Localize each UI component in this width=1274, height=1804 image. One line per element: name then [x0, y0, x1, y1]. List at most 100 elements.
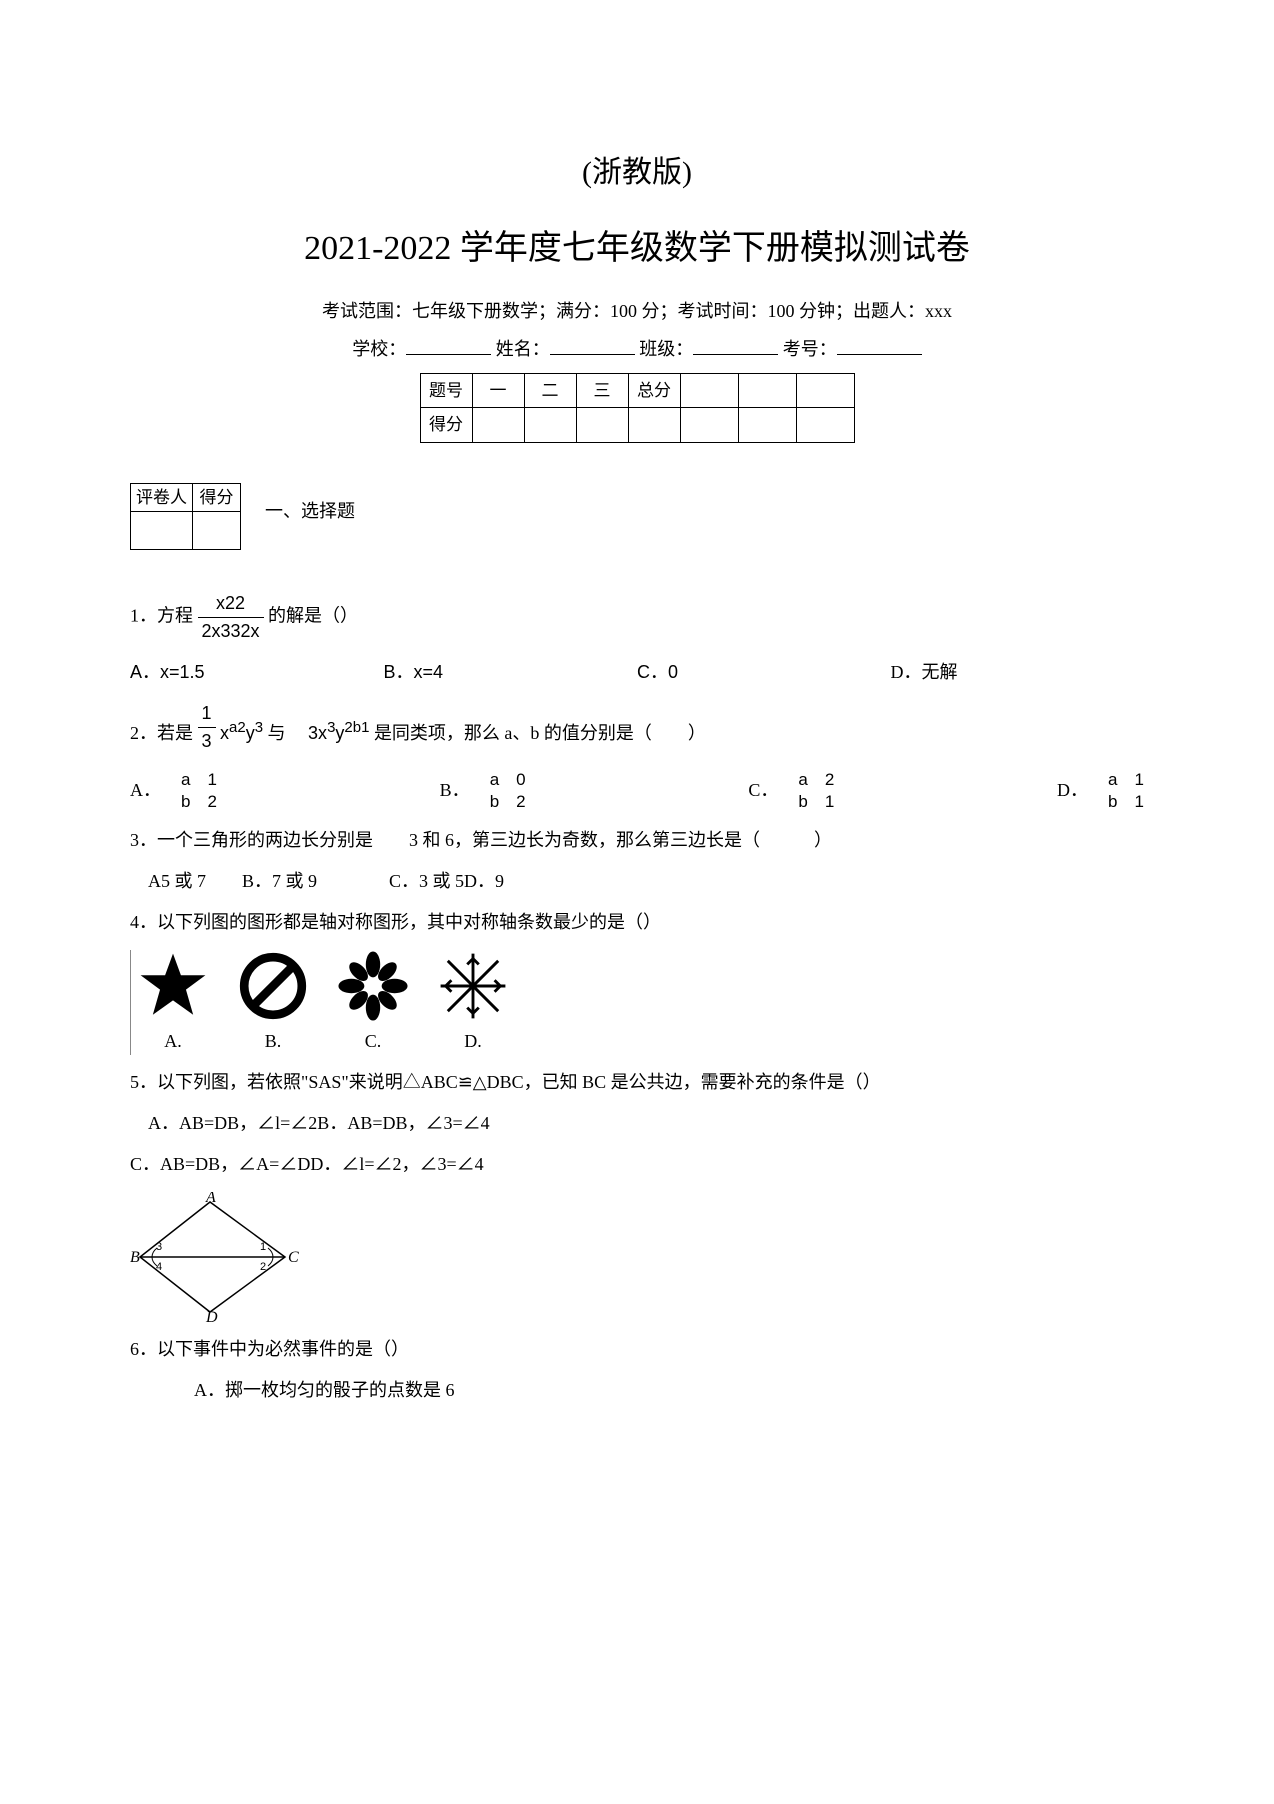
q2-a-a: a 1: [181, 769, 217, 791]
q1-options: A．x=1.5 B．x=4 C．0 D．无解: [130, 659, 1144, 686]
q2-a-b: b 2: [181, 791, 217, 813]
class-blank[interactable]: [693, 335, 778, 355]
q1-fraction: x22 2x332x: [198, 590, 264, 645]
q2-c-b: b 1: [798, 791, 834, 813]
grader-col-2: 得分: [193, 483, 241, 511]
q2-b-b: b 2: [490, 791, 526, 813]
score-cell: [524, 408, 576, 443]
q4-fig-c: C.: [337, 950, 409, 1055]
score-hdr-1: 一: [472, 373, 524, 408]
name-blank[interactable]: [550, 335, 635, 355]
school-blank[interactable]: [406, 335, 491, 355]
q1-stem-a: 1．方程: [130, 605, 193, 625]
school-label: 学校：: [352, 339, 406, 359]
examno-label: 考号：: [783, 339, 837, 359]
q2-opt-c: C． a 2 b 1: [748, 769, 834, 813]
q1-stem-b: 的解是（）: [268, 605, 358, 625]
q2-mono-2: 3x3y2b1: [290, 723, 369, 743]
q6-opt-a: A．掷一枚均匀的骰子的点数是 6: [130, 1377, 1144, 1404]
score-blank-2: [738, 373, 796, 408]
q4-d-label: D.: [464, 1028, 482, 1055]
q2-b-a: a 0: [490, 769, 526, 791]
student-info-row: 学校： 姓名： 班级： 考号：: [130, 335, 1144, 363]
grader-table: 评卷人 得分: [130, 483, 241, 550]
q1-frac-num: x22: [198, 590, 264, 618]
score-hdr-3: 三: [576, 373, 628, 408]
q4-fig-d: D.: [437, 950, 509, 1055]
q2-d-b: b 1: [1108, 791, 1144, 813]
grader-col-1: 评卷人: [131, 483, 193, 511]
q1-frac-den: 2x332x: [198, 618, 264, 645]
exam-scope: 考试范围：七年级下册数学；满分：100 分；考试时间：100 分钟；出题人：xx…: [130, 298, 1144, 325]
q4-fig-a: A.: [137, 950, 209, 1055]
section-1-row: 评卷人 得分 一、选择题: [130, 463, 1144, 560]
q2-opt-b: B． a 0 b 2: [440, 769, 526, 813]
flower-icon: [337, 950, 409, 1022]
q2-options: A． a 1 b 2 B． a 0 b 2 C． a 2 b 1 D． a 1 …: [130, 769, 1144, 813]
score-hdr-2: 二: [524, 373, 576, 408]
q4-figures: A. B. C.: [130, 950, 1144, 1055]
q5-opt-ab: A．AB=DB，∠l=∠2B．AB=DB，∠3=∠4: [130, 1110, 1144, 1137]
page-title: 2021-2022 学年度七年级数学下册模拟测试卷: [130, 223, 1144, 274]
kite-label-c: C: [288, 1249, 299, 1266]
kite-label-a: A: [205, 1192, 216, 1206]
grader-blank: [131, 511, 193, 549]
q4-b-label: B.: [265, 1028, 282, 1055]
examno-blank[interactable]: [837, 335, 922, 355]
question-3: 3．一个三角形的两边长分别是 3 和 6，第三边长为奇数，那么第三边长是（ ）: [130, 827, 1144, 854]
q2-mid: 与: [268, 723, 286, 743]
q2-opt-a: A． a 1 b 2: [130, 769, 217, 813]
q2-a-label: A．: [130, 777, 161, 804]
score-cell: [796, 408, 854, 443]
score-cell: [738, 408, 796, 443]
question-5: 5．以下列图，若依照"SAS"来说明△ABC≌△DBC，已知 BC 是公共边，需…: [130, 1069, 1144, 1096]
q4-a-label: A.: [164, 1028, 182, 1055]
q2-c-label: C．: [748, 777, 778, 804]
score-hdr-total: 总分: [628, 373, 680, 408]
kite-angle-2: 2: [260, 1261, 266, 1273]
score-blank-3: [796, 373, 854, 408]
kite-label-d: D: [205, 1309, 218, 1322]
kite-angle-3: 3: [156, 1241, 162, 1253]
question-2: 2．若是 1 3 xa2y3 与 3x3y2b1 是同类项，那么 a、b 的值分…: [130, 700, 1144, 755]
snowflake-icon: [437, 950, 509, 1022]
question-1: 1．方程 x22 2x332x 的解是（）: [130, 590, 1144, 645]
q2-fraction: 1 3: [198, 700, 216, 755]
name-label: 姓名：: [496, 339, 550, 359]
score-cell: [576, 408, 628, 443]
score-hdr-num: 题号: [420, 373, 472, 408]
class-label: 班级：: [639, 339, 693, 359]
kite-angle-1: 1: [260, 1241, 266, 1253]
score-cell: [680, 408, 738, 443]
section-1-title: 一、选择题: [265, 498, 355, 525]
kite-angle-4: 4: [156, 1261, 162, 1273]
score-table: 题号 一 二 三 总分 得分: [420, 373, 855, 443]
score-cell: [472, 408, 524, 443]
q2-opt-d: D． a 1 b 1: [1057, 769, 1144, 813]
q3-options: A5 或 7 B．7 或 9 C．3 或 5D．9: [130, 868, 1144, 895]
q2-frac-num: 1: [198, 700, 216, 728]
q1-opt-b: B．x=4: [384, 659, 638, 686]
q2-c-a: a 2: [798, 769, 834, 791]
q1-opt-c: C．0: [637, 659, 891, 686]
q2-frac-den: 3: [198, 728, 216, 755]
q4-c-label: C.: [365, 1028, 382, 1055]
kite-label-b: B: [130, 1249, 140, 1266]
q2-d-a: a 1: [1108, 769, 1144, 791]
kite-diagram: A B C D 1 2 3 4: [130, 1192, 300, 1322]
star-icon: [137, 950, 209, 1022]
q1-opt-a: A．x=1.5: [130, 659, 384, 686]
q2-d-label: D．: [1057, 777, 1088, 804]
q2-mono-1: xa2y3: [220, 723, 263, 743]
question-6: 6．以下事件中为必然事件的是（）: [130, 1336, 1144, 1363]
q4-fig-b: B.: [237, 950, 309, 1055]
question-4: 4．以下列图的图形都是轴对称图形，其中对称轴条数最少的是（）: [130, 909, 1144, 936]
score-cell: [628, 408, 680, 443]
q1-opt-d: D．无解: [891, 659, 1145, 686]
q2-stem-a: 2．若是: [130, 723, 193, 743]
score-blank-1: [680, 373, 738, 408]
grader-blank: [193, 511, 241, 549]
q2-stem-b: 是同类项，那么 a、b 的值分别是（ ）: [374, 723, 706, 743]
q2-b-label: B．: [440, 777, 470, 804]
edition-label: (浙教版): [130, 150, 1144, 195]
